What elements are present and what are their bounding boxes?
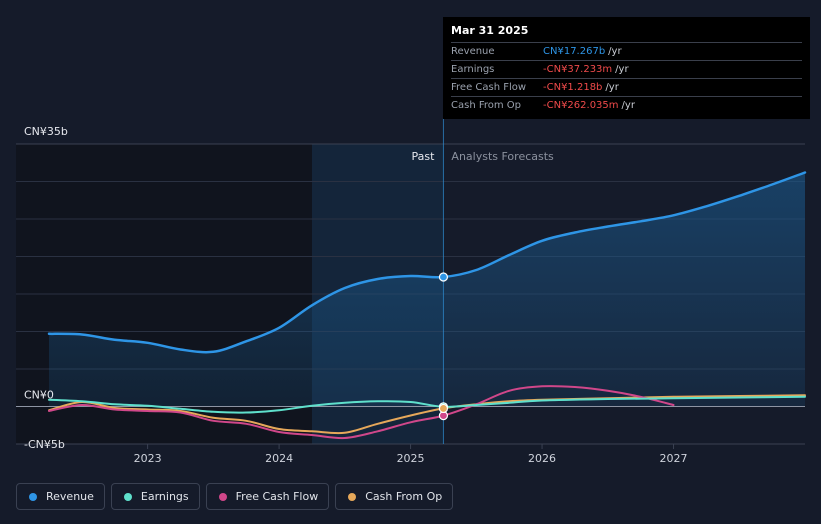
tooltip-label: Earnings bbox=[451, 64, 495, 75]
x-tick-label: 2024 bbox=[265, 452, 293, 465]
tooltip-panel: Mar 31 2025 Revenue CN¥17.267b /yr Earni… bbox=[443, 17, 810, 119]
tooltip-value: -CN¥262.035m bbox=[543, 100, 619, 111]
legend-label: Earnings bbox=[140, 490, 189, 503]
legend-item-revenue[interactable]: Revenue bbox=[16, 483, 105, 510]
tooltip-label: Free Cash Flow bbox=[451, 82, 527, 93]
tooltip-label: Cash From Op bbox=[451, 100, 522, 111]
tooltip-label: Revenue bbox=[451, 46, 495, 57]
tooltip-row-revenue: Revenue CN¥17.267b /yr bbox=[451, 43, 802, 61]
legend-item-free-cash-flow[interactable]: Free Cash Flow bbox=[205, 483, 330, 510]
tooltip-value: -CN¥37.233m bbox=[543, 64, 613, 75]
series-line-revenue bbox=[47, 171, 807, 354]
y-tick-label: CN¥35b bbox=[24, 125, 68, 138]
series-line-free-cash-flow bbox=[48, 385, 675, 440]
tooltip-row-free-cash-flow: Free Cash Flow -CN¥1.218b /yr bbox=[451, 79, 802, 97]
legend-label: Revenue bbox=[46, 490, 94, 503]
legend-item-cash-from-op[interactable]: Cash From Op bbox=[335, 483, 454, 510]
legend: Revenue Earnings Free Cash Flow Cash Fro… bbox=[16, 483, 454, 510]
tooltip-unit: /yr bbox=[605, 82, 619, 93]
series-line-earnings bbox=[48, 395, 806, 414]
forecast-label: Analysts Forecasts bbox=[451, 150, 554, 163]
x-tick-label: 2025 bbox=[397, 452, 425, 465]
legend-dot-icon bbox=[29, 492, 37, 501]
marker-cash-from-op bbox=[438, 403, 449, 414]
tooltip-value: -CN¥1.218b bbox=[543, 82, 603, 93]
x-tick-label: 2026 bbox=[528, 452, 556, 465]
revenue-area bbox=[49, 172, 805, 407]
tooltip-date: Mar 31 2025 bbox=[451, 24, 802, 43]
tooltip-row-earnings: Earnings -CN¥37.233m /yr bbox=[451, 61, 802, 79]
legend-label: Free Cash Flow bbox=[235, 490, 319, 503]
legend-dot-icon bbox=[218, 492, 227, 501]
x-tick-label: 2027 bbox=[660, 452, 688, 465]
legend-dot-icon bbox=[123, 492, 132, 501]
marker-revenue bbox=[438, 272, 449, 282]
y-tick-label: CN¥0 bbox=[24, 389, 54, 402]
past-label: Past bbox=[411, 150, 435, 163]
tooltip-unit: /yr bbox=[621, 100, 635, 111]
legend-label: Cash From Op bbox=[365, 490, 443, 503]
tooltip-value: CN¥17.267b bbox=[543, 46, 606, 57]
tooltip-unit: /yr bbox=[615, 64, 629, 75]
x-tick-label: 2023 bbox=[134, 452, 162, 465]
legend-item-earnings[interactable]: Earnings bbox=[110, 483, 200, 510]
legend-dot-icon bbox=[348, 492, 357, 501]
y-tick-label: -CN¥5b bbox=[24, 438, 65, 451]
tooltip-unit: /yr bbox=[608, 46, 622, 57]
tooltip-row-cash-from-op: Cash From Op -CN¥262.035m /yr bbox=[451, 97, 802, 114]
